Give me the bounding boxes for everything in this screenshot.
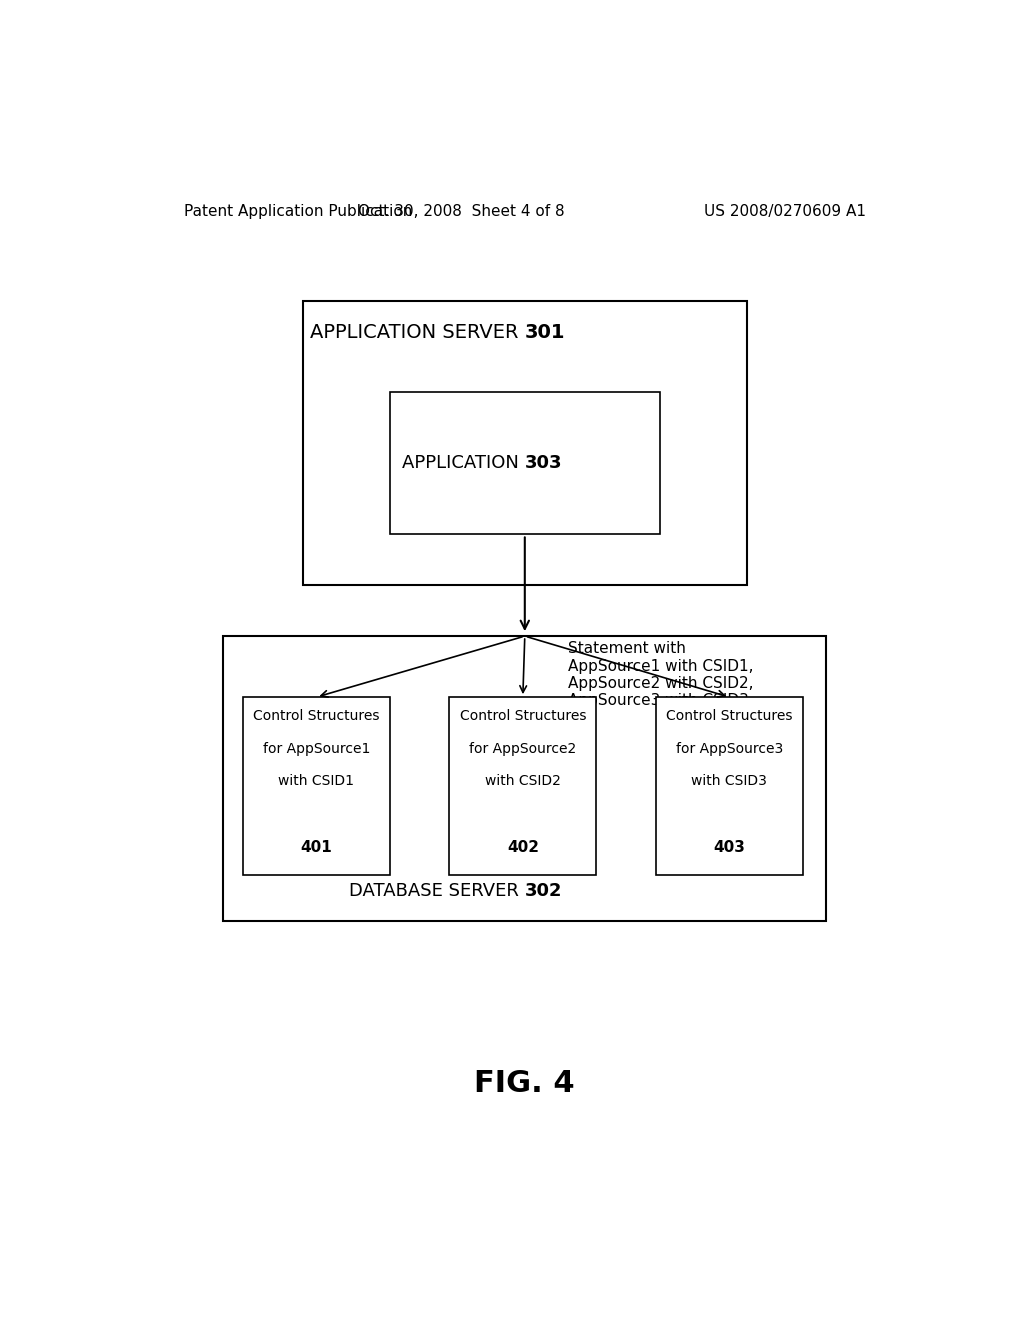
Text: 401: 401 <box>301 840 333 854</box>
Text: 303: 303 <box>524 454 562 473</box>
FancyBboxPatch shape <box>450 697 596 875</box>
Text: DATABASE SERVER: DATABASE SERVER <box>349 882 524 900</box>
FancyBboxPatch shape <box>223 636 826 921</box>
Text: for AppSource3: for AppSource3 <box>676 742 782 756</box>
Text: APPLICATION: APPLICATION <box>402 454 524 473</box>
Text: with CSID3: with CSID3 <box>691 775 767 788</box>
Text: 302: 302 <box>524 882 562 900</box>
Text: for AppSource1: for AppSource1 <box>263 742 370 756</box>
Text: Patent Application Publication: Patent Application Publication <box>183 205 412 219</box>
Text: with CSID2: with CSID2 <box>485 775 561 788</box>
Text: Statement with
AppSource1 with CSID1,
AppSource2 with CSID2,
AppSource3 with CSI: Statement with AppSource1 with CSID1, Ap… <box>568 642 755 709</box>
FancyBboxPatch shape <box>243 697 390 875</box>
Text: Oct. 30, 2008  Sheet 4 of 8: Oct. 30, 2008 Sheet 4 of 8 <box>358 205 564 219</box>
Text: Control Structures: Control Structures <box>253 709 380 723</box>
Text: for AppSource2: for AppSource2 <box>469 742 577 756</box>
FancyBboxPatch shape <box>303 301 748 585</box>
Text: Control Structures: Control Structures <box>666 709 793 723</box>
Text: APPLICATION SERVER: APPLICATION SERVER <box>310 323 524 342</box>
Text: 301: 301 <box>524 323 565 342</box>
Text: 403: 403 <box>713 840 745 854</box>
Text: with CSID1: with CSID1 <box>279 775 354 788</box>
Text: FIG. 4: FIG. 4 <box>474 1069 575 1098</box>
Text: US 2008/0270609 A1: US 2008/0270609 A1 <box>705 205 866 219</box>
FancyBboxPatch shape <box>390 392 659 535</box>
Text: Control Structures: Control Structures <box>460 709 586 723</box>
FancyBboxPatch shape <box>655 697 803 875</box>
Text: 402: 402 <box>507 840 539 854</box>
